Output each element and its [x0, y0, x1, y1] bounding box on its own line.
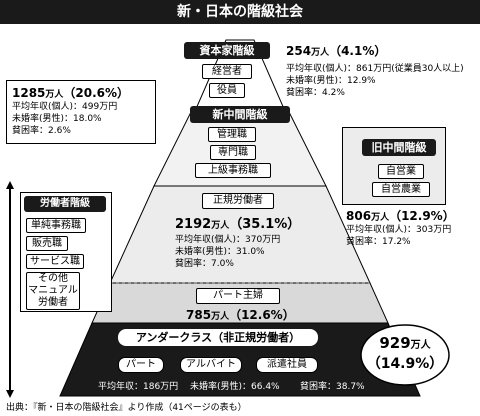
capitalist-income: 平均年収(個人)：861万円(従業員30人以上) [286, 64, 464, 74]
capitalist-population: 254 [286, 44, 312, 58]
old-middle-population: 806 [346, 209, 372, 223]
regular-unmarried: 未婚率(男性)：31.0% [175, 247, 265, 257]
role-service: サービス職 [26, 254, 84, 269]
source-note: 出典：『新・日本の階級社会』より作成（41ページの表も） [6, 403, 247, 413]
role-executive: 経営者 [202, 64, 252, 79]
part-housewife-stats: 785万人（12.6%） [186, 306, 295, 323]
role-self-employed: 自営業 [378, 164, 424, 179]
part-housewife-population: 785 [186, 308, 212, 322]
new-middle-pct: （20.6%） [63, 86, 130, 100]
capitalist-poverty: 貧困率：4.2% [286, 88, 345, 98]
role-other-manual: その他 マニュアル 労働者 [26, 272, 80, 310]
regular-population: 2192 [175, 217, 212, 232]
underclass-unmarried: 未婚率(男性)：66.4% [190, 382, 280, 392]
role-sales: 販売職 [26, 236, 68, 251]
old-middle-unit: 万人 [371, 213, 390, 223]
underclass-bubble [360, 324, 450, 386]
underclass-poverty: 貧困率：38.7% [300, 382, 365, 392]
new-middle-unmarried: 未婚率(男性)：18.0% [12, 114, 102, 124]
role-arbeit: アルバイト [180, 357, 242, 373]
part-housewife-unit: 万人 [211, 312, 230, 322]
role-dispatch: 派遣社員 [256, 357, 318, 373]
new-middle-class-label: 新中間階級 [190, 106, 290, 123]
new-middle-stats: 1285万人（20.6%） 平均年収(個人)：499万円 未婚率(男性)：18.… [6, 80, 156, 144]
old-middle-pct: （12.9%） [389, 209, 455, 223]
role-professional: 専門職 [210, 145, 256, 160]
underclass-pct: （14.9%） [366, 356, 444, 372]
role-self-employed-farmer: 自営農業 [372, 182, 430, 197]
regular-unit: 万人 [211, 221, 230, 231]
role-officer: 役員 [209, 83, 245, 98]
regular-pct: （35.1%） [229, 217, 301, 232]
new-middle-unit: 万人 [45, 90, 64, 100]
regular-workers-label: 正規労働者 [202, 193, 274, 209]
capitalist-unit: 万人 [311, 48, 330, 58]
role-manager: 管理職 [208, 127, 256, 142]
working-class-label: 労働者階級 [24, 196, 106, 212]
diagram-title: 新・日本の階級社会 [0, 0, 480, 24]
regular-poverty: 貧困率：7.0% [175, 259, 234, 269]
capitalist-unmarried: 未婚率(男性)：12.9% [286, 76, 376, 86]
new-middle-population: 1285 [12, 86, 46, 100]
underclass-population: 929 [379, 334, 411, 352]
new-middle-income: 平均年収(個人)：499万円 [12, 102, 118, 112]
role-part-time: パート [118, 357, 164, 373]
capitalist-pct: （4.1%） [329, 44, 387, 58]
regular-income: 平均年収(個人)：370万円 [175, 235, 281, 245]
bracket-arrow-up [6, 181, 14, 189]
underclass-label: アンダークラス（非正規労働者） [118, 329, 318, 346]
bracket-arrow-down [6, 390, 14, 398]
old-middle-poverty: 貧困率：17.2% [346, 237, 411, 247]
underclass-income: 平均年収：186万円 [98, 382, 179, 392]
part-housewife-label: パート主婦 [196, 288, 280, 304]
part-housewife-pct: （12.6%） [229, 308, 295, 322]
capitalist-stats: 254万人（4.1%） 平均年収(個人)：861万円(従業員30人以上) 未婚率… [286, 42, 464, 99]
underclass-bubble-text: 929万人 （14.9%） [361, 334, 449, 373]
old-middle-income: 平均年収(個人)：303万円 [346, 225, 452, 235]
capitalist-class-label: 資本家階級 [184, 42, 270, 59]
underclass-unit: 万人 [410, 340, 431, 351]
regular-stats: 2192万人（35.1%） 平均年収(個人)：370万円 未婚率(男性)：31.… [175, 213, 300, 270]
role-senior-clerical: 上級事務職 [195, 163, 271, 178]
role-simple-clerical: 単純事務職 [26, 218, 86, 233]
old-middle-stats: 806万人（12.9%） 平均年収(個人)：303万円 貧困率：17.2% [346, 207, 455, 248]
new-middle-poverty: 貧困率：2.6% [12, 126, 71, 136]
old-middle-class-label: 旧中間階級 [362, 139, 436, 156]
